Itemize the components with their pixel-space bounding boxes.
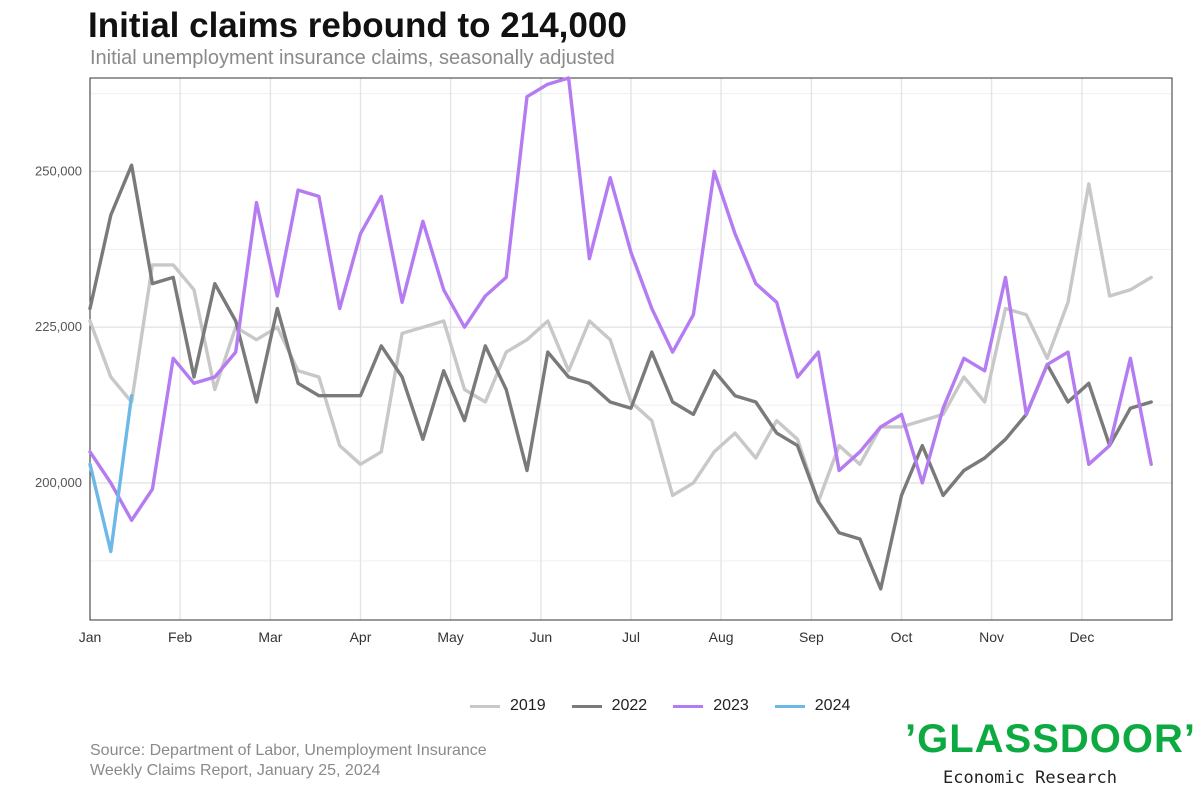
x-tick-label: Mar [258, 629, 282, 645]
legend-label-2019: 2019 [510, 697, 546, 714]
x-tick-label: May [437, 629, 463, 645]
x-tick-label: Dec [1069, 629, 1094, 645]
legend-swatch-2022 [571, 704, 602, 708]
legend-swatch-2024 [774, 704, 805, 708]
y-tick-label: 200,000 [35, 475, 82, 490]
legend-item-2022: 2022 [571, 697, 648, 715]
legend-item-2024: 2024 [774, 697, 851, 715]
series-line-2019 [88, 182, 1153, 504]
brand-subtitle: Economic Research [943, 768, 1117, 788]
chart-legend: 2019 2022 2023 2024 [470, 697, 850, 715]
glassdoor-logo: ’GLASSDOOR’ [905, 717, 1197, 761]
series-line-2024 [88, 394, 134, 554]
x-tick-label: Jul [622, 629, 640, 645]
glassdoor-brand: ’GLASSDOOR’ Economic Research [905, 716, 1197, 788]
x-tick-label: Jun [530, 629, 553, 645]
chart-subtitle: Initial unemployment insurance claims, s… [90, 47, 615, 69]
x-tick-label: Jan [79, 629, 102, 645]
source-line-1: Source: Department of Labor, Unemploymen… [90, 742, 487, 759]
y-tick-label: 225,000 [35, 319, 82, 334]
legend-label-2022: 2022 [611, 697, 648, 714]
legend-label-2023: 2023 [713, 697, 749, 714]
legend-item-2019: 2019 [470, 697, 546, 715]
x-tick-label: Nov [979, 629, 1004, 645]
plot-frame [89, 77, 1173, 621]
x-tick-label: Aug [709, 629, 734, 645]
source-line-2: Weekly Claims Report, January 25, 2024 [90, 762, 381, 779]
x-tick-label: Oct [891, 629, 913, 645]
legend-swatch-2023 [673, 704, 704, 708]
series-line-2022 [88, 163, 1153, 591]
chart-title: Initial claims rebound to 214,000 [88, 6, 627, 45]
legend-item-2023: 2023 [673, 697, 749, 715]
y-tick-label: 250,000 [35, 163, 82, 178]
legend-swatch-2019 [470, 704, 500, 708]
x-tick-label: Sep [799, 629, 824, 645]
source-note: Source: Department of Labor, Unemploymen… [90, 741, 487, 781]
legend-label-2024: 2024 [814, 697, 851, 714]
x-tick-label: Apr [350, 629, 372, 645]
series-line-2023 [88, 76, 1153, 522]
x-tick-label: Feb [168, 629, 192, 645]
